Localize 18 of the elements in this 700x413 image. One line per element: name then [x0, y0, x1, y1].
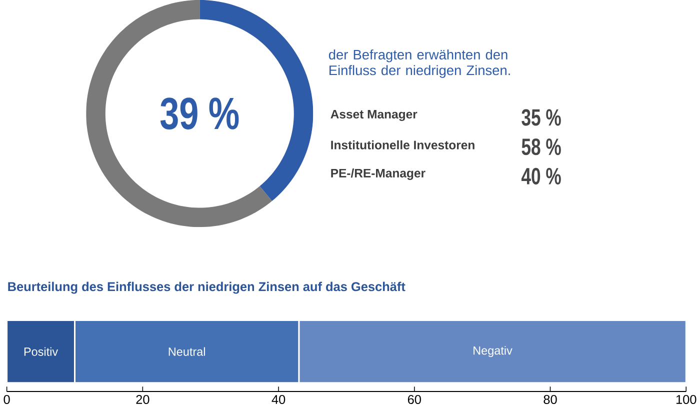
text: der Befragten erwähnten den Einfluss der niedrigen Zinsen.: [328, 49, 510, 78]
text: 58 %: [522, 138, 561, 156]
x-tick-label: 100: [676, 394, 696, 404]
x-tick-label: 60: [408, 394, 421, 404]
text: Institutionelle Investoren: [331, 140, 474, 150]
x-tick-label: 0: [4, 394, 10, 404]
text: 35 %: [522, 109, 561, 126]
text: 39 %: [160, 98, 239, 130]
series-label: Neutral: [168, 347, 205, 356]
text: Asset Manager: [330, 110, 418, 121]
chart-title: Beurteilung des Einflusses der niedrigen Zinsen auf das Geschäft: [8, 282, 406, 294]
text: PE-/RE-Manager: [331, 168, 426, 180]
x-tick-label: 40: [272, 394, 286, 404]
x-tick-label: 80: [544, 394, 557, 404]
series-label: Positiv: [24, 347, 58, 356]
series-label: Negativ: [474, 346, 512, 357]
text: 40 %: [521, 168, 561, 184]
x-tick-label: 20: [136, 394, 150, 404]
